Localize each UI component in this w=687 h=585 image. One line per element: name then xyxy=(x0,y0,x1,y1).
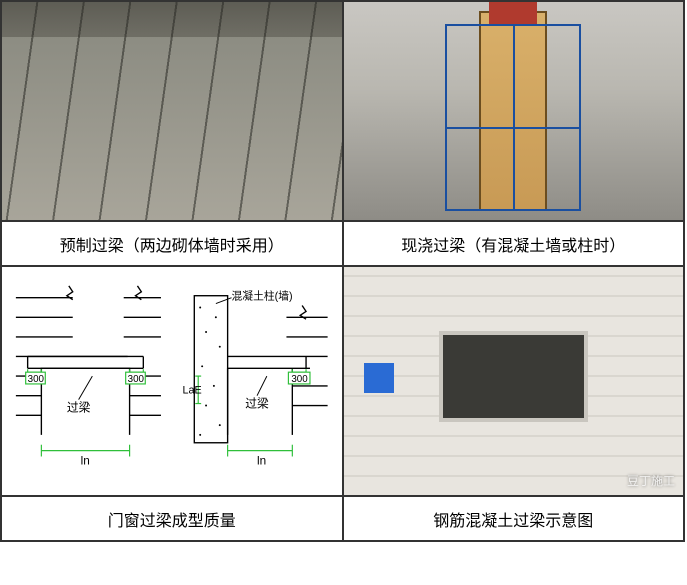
cell-img-rc: 豆丁施工 xyxy=(343,266,685,496)
cell-caption-precast: 预制过梁（两边砌体墙时采用） xyxy=(1,221,343,266)
cell-caption-rc: 钢筋混凝土过梁示意图 xyxy=(343,496,685,541)
photo-precast-lintel xyxy=(2,2,342,220)
span-label-left: ln xyxy=(81,454,90,467)
caption-castinplace: 现浇过梁（有混凝土墙或柱时） xyxy=(401,232,625,256)
blue-tag xyxy=(364,363,394,393)
svg-text:300: 300 xyxy=(291,374,308,385)
cell-caption-diagram: 门窗过梁成型质量 xyxy=(1,496,343,541)
caption-diagram: 门窗过梁成型质量 xyxy=(108,507,236,531)
lintel-diagram-container: 过梁 300 300 xyxy=(2,267,342,495)
caption-precast: 预制过梁（两边砌体墙时采用） xyxy=(60,232,284,256)
photo-castinplace-lintel xyxy=(344,2,684,220)
caption-rc: 钢筋混凝土过梁示意图 xyxy=(433,507,593,531)
span-label-right: ln xyxy=(257,454,266,467)
column-title: 混凝土柱(墙) xyxy=(232,290,293,303)
svg-text:300: 300 xyxy=(128,374,145,385)
diagram-left: 过梁 300 300 xyxy=(16,286,161,467)
cell-img-castinplace xyxy=(343,1,685,221)
scaffold-frame xyxy=(445,24,581,211)
lintel-label-right: 过梁 xyxy=(245,396,269,410)
window-opening xyxy=(439,331,588,422)
figure-grid: 预制过梁（两边砌体墙时采用） 现浇过梁（有混凝土墙或柱时） xyxy=(0,0,685,542)
watermark-text: 豆丁施工 xyxy=(627,472,675,489)
red-hopper xyxy=(489,2,537,24)
lintel-diagram-svg: 过梁 300 300 xyxy=(10,276,334,486)
lintel-label-left: 过梁 xyxy=(67,400,91,414)
diagram-right: 混凝土柱(墙) xyxy=(183,290,328,468)
cell-img-precast xyxy=(1,1,343,221)
cell-diagram: 过梁 300 300 xyxy=(1,266,343,496)
cell-caption-castinplace: 现浇过梁（有混凝土墙或柱时） xyxy=(343,221,685,266)
svg-text:300: 300 xyxy=(28,374,45,385)
photo-rc-lintel: 豆丁施工 xyxy=(344,267,684,495)
anchor-label: LaE xyxy=(183,385,202,397)
